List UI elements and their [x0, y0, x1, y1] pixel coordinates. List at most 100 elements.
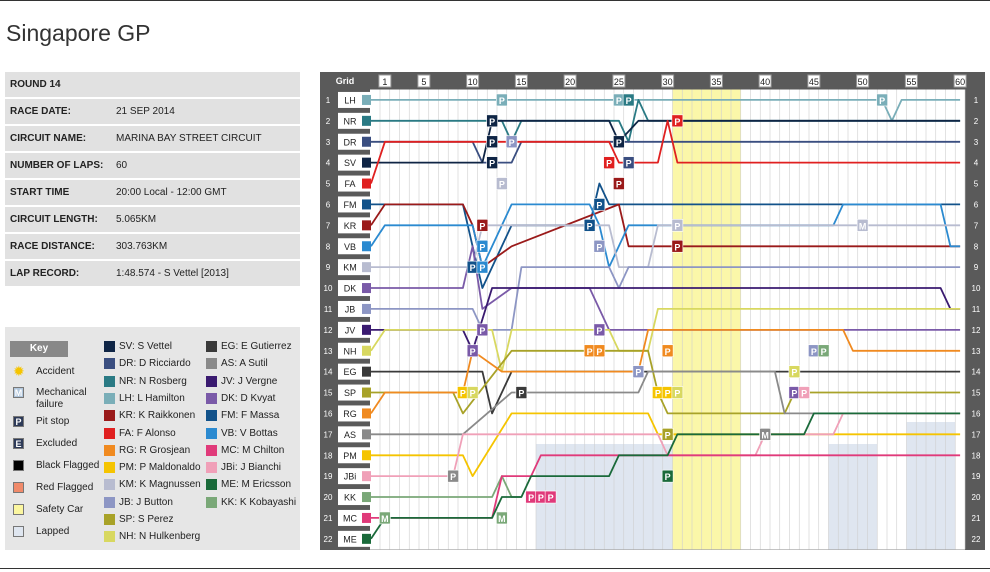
info-value: 21 SEP 2014	[116, 106, 175, 117]
series-line-ME	[370, 412, 961, 540]
marker-label: P	[596, 242, 602, 252]
marker-label: P	[479, 326, 485, 336]
pit-stop-marker	[798, 386, 810, 399]
marker-label: P	[587, 347, 593, 357]
lap-tick-box	[661, 74, 675, 88]
key-driver-label: VB: V Bottas	[221, 427, 278, 439]
info-row: RACE DISTANCE: 303.763KM	[5, 234, 300, 259]
info-row: CIRCUIT LENGTH: 5.065KM	[5, 207, 300, 232]
position-number: 14	[324, 368, 333, 377]
pit-stop-marker	[661, 344, 674, 358]
driver-swatch	[206, 496, 217, 508]
grid-driver-swatch	[362, 262, 371, 273]
grid-driver-swatch	[362, 94, 371, 105]
info-row: LAP RECORD: 1:48.574 - S Vettel [2013]	[5, 261, 300, 286]
series-line-AS	[371, 370, 961, 436]
marker-label: P	[674, 242, 680, 252]
series-line-DK	[371, 245, 961, 331]
position-number: 8	[326, 242, 331, 251]
final-position-number: 3	[974, 138, 979, 147]
excluded-icon: E	[13, 438, 24, 449]
driver-swatch	[104, 341, 115, 352]
lap-tick-label: 55	[906, 77, 916, 87]
grid-driver-code: AS	[344, 430, 356, 440]
key-driver-label: JV: J Vergne	[221, 375, 278, 387]
pit-stop-marker	[661, 428, 674, 441]
driver-swatch	[206, 375, 217, 387]
top-rule	[0, 0, 990, 1]
marker-label: P	[587, 221, 593, 231]
pit-stop-marker	[661, 469, 674, 483]
final-position-number: 13	[972, 347, 981, 356]
marker-label: M	[381, 514, 389, 524]
lap-tick-box	[612, 74, 626, 88]
pit-stop-marker	[671, 386, 684, 399]
marker-label: M	[761, 430, 769, 440]
marker-label: P	[528, 493, 534, 503]
grid-driver-swatch	[362, 533, 371, 544]
series-line-NR	[371, 99, 961, 143]
position-number: 17	[324, 430, 333, 439]
info-row: ROUND 14	[5, 72, 300, 97]
grid-driver-swatch	[362, 492, 371, 503]
info-row: NUMBER OF LAPS: 60	[5, 153, 300, 178]
key-title: Key	[10, 341, 68, 357]
info-key: CIRCUIT NAME:	[10, 133, 87, 144]
position-number: 22	[324, 535, 333, 544]
grid-driver-code: SV	[344, 158, 356, 168]
position-number: 7	[326, 221, 331, 230]
mechanical-failure-marker	[856, 219, 869, 232]
key-driver-label: KR: K Raikkonen	[119, 410, 196, 422]
marker-label: P	[674, 221, 680, 231]
marker-label: P	[596, 200, 602, 210]
info-key: LAP RECORD:	[10, 268, 80, 279]
key-legend-label: Black Flagged	[36, 460, 100, 471]
grid-driver-code: FM	[344, 200, 357, 210]
marker-label: P	[596, 326, 602, 336]
marker-label: P	[479, 221, 485, 231]
key-panel: Key ✹ Accident M Mechanical failure P Pit sto…	[5, 327, 300, 550]
final-position-number: 5	[974, 180, 979, 189]
pit-stop-marker	[593, 344, 606, 358]
marker-label: P	[596, 347, 602, 357]
marker-label: P	[499, 180, 505, 190]
marker-label: P	[518, 389, 524, 399]
lap-tick-label: 45	[809, 77, 819, 87]
marker-label: P	[499, 96, 505, 106]
driver-swatch	[104, 358, 115, 370]
key-legend-label: Mechanical failure	[36, 387, 87, 410]
lap-tick-label: 35	[711, 77, 721, 87]
lap-tick-box	[953, 74, 967, 88]
key-driver-label: KM: K Magnussen	[119, 479, 201, 491]
final-position-number: 8	[974, 242, 979, 251]
grid-driver-code: KK	[344, 493, 356, 503]
lap-tick-label: 15	[516, 77, 526, 87]
lap-tick-box	[709, 74, 723, 88]
info-key: START TIME	[10, 187, 70, 198]
pit-stop-marker	[817, 344, 830, 358]
pit-stop-marker	[613, 177, 625, 190]
position-number: 4	[326, 159, 331, 168]
position-number: 20	[324, 493, 333, 502]
marker-label: P	[674, 117, 680, 127]
pit-stop-marker	[486, 135, 498, 149]
marker-label: P	[791, 389, 797, 399]
lap-tick-box	[466, 74, 480, 88]
pit-stop-marker	[476, 323, 489, 337]
grid-driver-code: JB	[345, 304, 356, 314]
pit-stop-marker	[788, 365, 801, 378]
position-number: 11	[324, 305, 333, 314]
marker-label: P	[655, 389, 661, 399]
info-value: 20:00 Local - 12:00 GMT	[116, 187, 227, 198]
driver-swatch	[104, 514, 115, 525]
lap-tick-box	[563, 74, 577, 88]
driver-swatch	[104, 479, 115, 491]
grid-driver-code: RG	[343, 409, 357, 419]
grid-driver-swatch	[362, 324, 371, 335]
accident-icon: ✹	[13, 363, 25, 379]
race-info-panel: ROUND 14 RACE DATE: 21 SEP 2014 CIRCUIT NAM…	[5, 72, 300, 288]
info-key: RACE DISTANCE:	[10, 241, 95, 252]
position-number: 3	[326, 138, 331, 147]
key-driver-label: DK: D Kvyat	[221, 392, 276, 404]
page-title: Singapore GP	[6, 20, 151, 46]
